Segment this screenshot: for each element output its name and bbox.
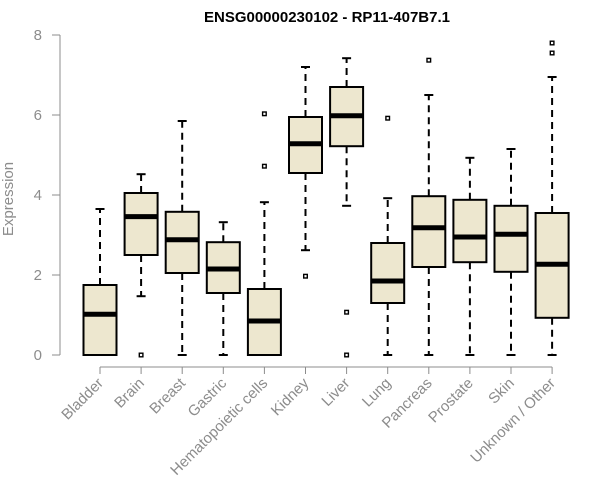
box-body xyxy=(493,204,529,273)
y-tick-label: 4 xyxy=(34,187,42,204)
box-lung xyxy=(370,115,406,356)
box-liver xyxy=(329,57,365,358)
outlier-point xyxy=(303,273,309,279)
box-gastric xyxy=(205,221,241,356)
box-brain xyxy=(123,173,159,358)
box-prostate xyxy=(452,156,488,356)
x-tick-label: Breast xyxy=(146,374,189,417)
outlier-point xyxy=(344,352,350,358)
outlier-point xyxy=(549,40,555,46)
box-unknown-other xyxy=(534,40,570,356)
y-tick-label: 8 xyxy=(34,27,42,44)
box-hematopoietic-cells xyxy=(246,111,282,356)
outlier-point xyxy=(385,115,391,121)
outlier-point xyxy=(261,111,267,117)
y-tick-label: 2 xyxy=(34,267,42,284)
y-tick-label: 0 xyxy=(34,347,42,364)
outlier-point xyxy=(344,309,350,315)
x-tick-label: Skin xyxy=(485,375,518,408)
box-body xyxy=(123,192,159,256)
outlier-point xyxy=(261,163,267,169)
box-breast xyxy=(164,120,200,356)
x-tick-label: Liver xyxy=(318,375,353,410)
box-kidney xyxy=(288,66,323,279)
x-tick-label: Kidney xyxy=(268,374,313,419)
box-body xyxy=(370,242,406,304)
box-bladder xyxy=(82,208,118,356)
box-pancreas xyxy=(411,57,447,356)
box-body xyxy=(82,284,118,356)
box-body xyxy=(411,195,447,268)
y-axis-label: Expression xyxy=(0,162,17,236)
outlier-point xyxy=(549,50,555,56)
x-tick-label: Lung xyxy=(359,375,395,411)
box-body xyxy=(452,198,488,264)
outlier-point xyxy=(138,352,144,358)
outlier-point xyxy=(426,57,432,63)
box-skin xyxy=(493,148,529,356)
x-tick-label: Brain xyxy=(111,375,148,412)
x-tick-label: Bladder xyxy=(58,375,107,424)
boxes-group xyxy=(82,40,570,358)
y-tick-label: 6 xyxy=(34,107,42,124)
chart-title: ENSG00000230102 - RP11-407B7.1 xyxy=(204,9,450,26)
box-body xyxy=(164,210,200,275)
y-axis: 0 2 4 6 8 xyxy=(34,27,61,364)
x-tick-label: Prostate xyxy=(425,375,477,427)
